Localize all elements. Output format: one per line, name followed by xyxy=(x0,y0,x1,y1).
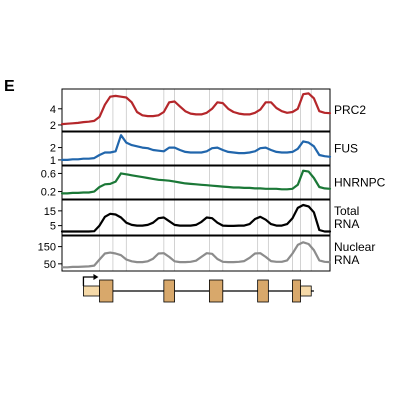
y-tick-label: 1 xyxy=(50,155,56,167)
exon-block-5 xyxy=(292,279,301,303)
y-tick-label: 0.6 xyxy=(41,168,56,180)
panel-letter: E xyxy=(4,78,15,95)
track-frame xyxy=(61,165,331,200)
tss-arrow-head xyxy=(93,274,99,280)
track-label: Nuclear xyxy=(334,240,375,254)
track-label: FUS xyxy=(334,142,358,156)
y-tick-label: 5 xyxy=(50,221,56,233)
track-frame xyxy=(61,131,331,166)
track-frame xyxy=(61,235,331,272)
track-label: RNA xyxy=(334,217,359,231)
utr-3-block xyxy=(300,285,312,297)
track-prc2: 2 4 PRC2 xyxy=(50,88,366,132)
exon-block-1 xyxy=(99,279,114,303)
series-line xyxy=(60,203,332,233)
y-tick-label: 4 xyxy=(50,104,56,116)
series-line xyxy=(60,241,332,269)
track-hnrnpc: 0.2 0.6 HNRNPC xyxy=(41,165,386,200)
tss-arrow-stem xyxy=(82,276,94,286)
series-line xyxy=(60,134,332,161)
series-line xyxy=(60,92,332,126)
exon-block-3 xyxy=(208,279,224,303)
track-frame xyxy=(61,88,331,132)
y-tick-label: 2 xyxy=(50,143,56,155)
y-tick-label: 50 xyxy=(44,259,56,271)
track-frame xyxy=(61,199,331,236)
y-tick-label: 150 xyxy=(38,242,56,254)
gene-model xyxy=(82,274,314,303)
track-fus: 12 FUS xyxy=(50,131,358,167)
y-tick-label: 15 xyxy=(44,206,56,218)
utr-5-block xyxy=(83,285,100,297)
y-tick-label: 0.2 xyxy=(41,187,56,199)
track-label: HNRNPC xyxy=(334,176,386,190)
guide-lines xyxy=(99,89,312,271)
track-label: Total xyxy=(334,204,359,218)
track-label: PRC2 xyxy=(334,103,366,117)
track-label: RNA xyxy=(334,253,359,267)
exon-block-4 xyxy=(257,279,269,303)
y-tick-label: 2 xyxy=(50,120,56,132)
series-line xyxy=(60,169,332,195)
exon-block-2 xyxy=(163,279,175,303)
